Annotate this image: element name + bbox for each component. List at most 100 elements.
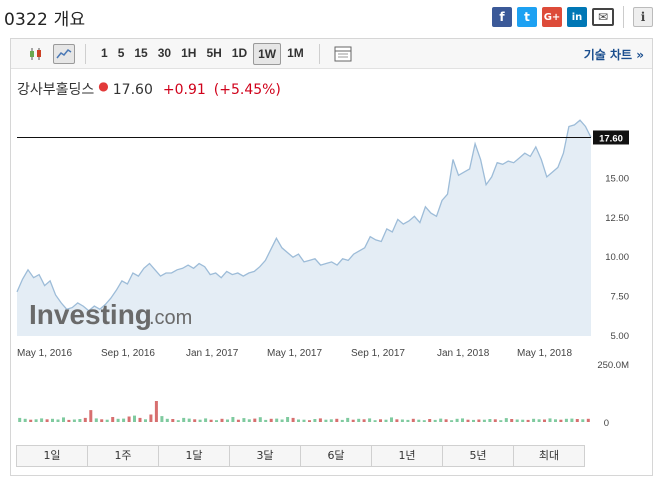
volume-bar <box>324 419 328 422</box>
interval-button-1w[interactable]: 1W <box>253 42 282 65</box>
y-tick-label: 7.50 <box>611 292 630 303</box>
volume-bar <box>504 418 508 422</box>
volume-bar <box>586 418 590 422</box>
volume-bar <box>564 418 568 422</box>
volume-bar <box>100 419 104 422</box>
interval-button-1d[interactable]: 1D <box>231 45 248 60</box>
twitter-share-icon[interactable]: t <box>517 7 537 27</box>
period-button[interactable]: 5년 <box>443 446 514 466</box>
interval-button-5[interactable]: 5 <box>117 45 125 60</box>
volume-bar <box>18 417 22 422</box>
volume-bar <box>226 419 229 422</box>
x-tick-label: May 1, 2016 <box>17 348 72 359</box>
volume-bar <box>461 418 464 422</box>
volume-bar <box>515 419 519 422</box>
info-icon[interactable]: i <box>633 7 653 27</box>
period-button[interactable]: 1주 <box>88 446 159 466</box>
period-button[interactable]: 최대 <box>514 446 584 466</box>
volume-bar <box>29 419 33 422</box>
chart-settings-icon[interactable] <box>332 44 354 64</box>
volume-bar <box>149 414 153 422</box>
volume-bar <box>351 419 355 422</box>
volume-axis-label: 250.0M <box>597 360 629 371</box>
volume-bar <box>154 401 158 422</box>
volume-bar <box>472 419 475 422</box>
volume-bar <box>417 419 421 422</box>
volume-bar <box>182 417 186 422</box>
investing-watermark: Investing <box>29 299 152 330</box>
x-tick-label: Sep 1, 2017 <box>351 348 405 359</box>
interval-button-5h[interactable]: 5H <box>206 45 222 60</box>
volume-bar <box>264 419 268 422</box>
volume-bar <box>56 419 60 422</box>
price-change: +0.91 <box>162 82 206 98</box>
volume-bar <box>275 418 279 422</box>
googleplus-share-icon[interactable]: G+ <box>542 7 562 27</box>
interval-button-30[interactable]: 30 <box>157 45 172 60</box>
volume-bar <box>187 418 191 422</box>
price-change-percent: (+5.45%) <box>213 82 281 98</box>
volume-bar <box>400 419 404 422</box>
page-title: 0322 개요 <box>4 10 86 30</box>
volume-bar <box>127 416 131 422</box>
volume-bar <box>231 417 235 422</box>
period-button[interactable]: 1년 <box>372 446 443 466</box>
y-tick-label: 5.00 <box>611 331 630 342</box>
volume-bar <box>313 419 317 422</box>
instrument-name: 강사부홀딩스 <box>17 82 95 98</box>
volume-bar <box>138 417 142 422</box>
volume-bar <box>302 419 306 422</box>
price-series-line <box>16 119 592 312</box>
period-selector: 1일 1주 1달 3달 6달 1년 5년 최대 <box>16 445 585 467</box>
period-button[interactable]: 1달 <box>159 446 230 466</box>
price-area <box>17 120 591 336</box>
volume-bar <box>559 419 563 422</box>
volume-bar <box>133 415 136 422</box>
volume-bar <box>499 420 503 422</box>
volume-bar <box>286 417 290 422</box>
interval-button-15[interactable]: 15 <box>134 45 148 60</box>
volume-bar <box>379 419 382 422</box>
x-tick-label: May 1, 2017 <box>267 348 322 359</box>
live-indicator-icon: ● <box>98 79 109 93</box>
period-button[interactable]: 6달 <box>301 446 372 466</box>
volume-bar <box>242 418 246 422</box>
volume-bar <box>521 419 525 422</box>
interval-button-1[interactable]: 1 <box>101 45 108 60</box>
volume-bar <box>236 419 240 422</box>
volume-bar <box>390 417 393 422</box>
volume-bar <box>51 418 54 422</box>
chart-toolbar: 1 5 15 30 1H 5H 1D 1W 1M 기술 차트 » <box>11 39 652 69</box>
volume-bar <box>406 419 410 422</box>
volume-bar <box>89 410 93 422</box>
volume-bar <box>570 418 574 422</box>
volume-bar <box>204 418 208 422</box>
interval-button-1m[interactable]: 1M <box>287 45 304 60</box>
linkedin-share-icon[interactable]: in <box>567 7 587 27</box>
volume-bar <box>165 418 169 422</box>
email-share-icon[interactable]: ✉ <box>592 8 614 26</box>
volume-bar <box>280 419 284 422</box>
period-button[interactable]: 3달 <box>230 446 301 466</box>
period-button[interactable]: 1일 <box>17 446 88 466</box>
volume-bar <box>34 419 38 422</box>
volume-bar <box>335 418 339 422</box>
candlestick-chart-icon[interactable] <box>25 44 47 64</box>
volume-bar <box>247 419 251 422</box>
volume-bar <box>368 418 372 422</box>
y-tick-label: 12.50 <box>605 213 629 224</box>
volume-bar <box>543 419 546 422</box>
technical-chart-link[interactable]: 기술 차트 » <box>583 48 644 62</box>
price-chart[interactable]: Investing.com 17.60 5.00 7.50 10.00 12.50 15.0… <box>11 39 652 439</box>
y-tick-label: 15.00 <box>605 173 629 184</box>
interval-group: 1 5 15 30 1H 5H 1D 1W 1M <box>96 42 309 65</box>
volume-bar <box>291 417 295 422</box>
interval-button-1h[interactable]: 1H <box>181 45 197 60</box>
area-chart-icon[interactable] <box>53 43 75 64</box>
volume-bar <box>144 419 147 422</box>
volume-bar <box>62 417 65 422</box>
volume-bar <box>532 418 536 422</box>
volume-bar <box>466 419 470 422</box>
x-tick-label: Jan 1, 2018 <box>437 348 490 359</box>
facebook-share-icon[interactable]: f <box>492 7 512 27</box>
